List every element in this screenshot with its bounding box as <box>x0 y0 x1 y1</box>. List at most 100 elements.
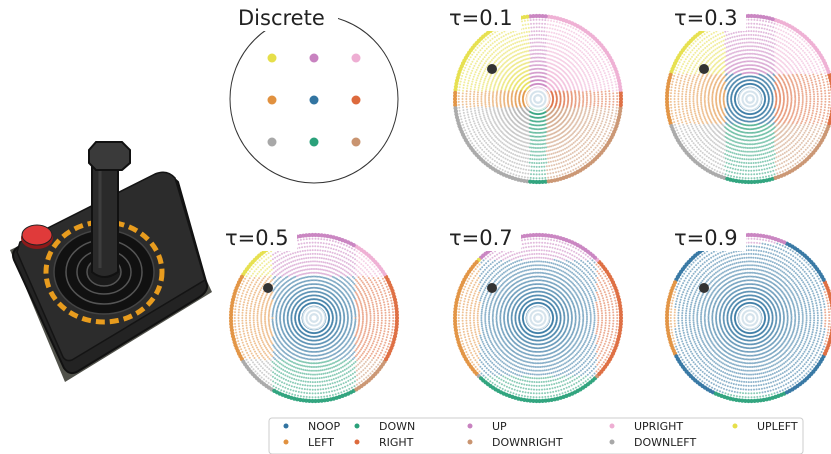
sample-point <box>506 54 509 57</box>
sample-point <box>725 34 728 37</box>
sample-point <box>533 30 536 33</box>
sample-point <box>757 49 760 52</box>
sample-point <box>566 32 569 35</box>
sample-point <box>484 94 487 97</box>
sample-point <box>545 49 548 52</box>
sample-point <box>581 132 584 135</box>
sample-point <box>750 37 753 40</box>
sample-point <box>519 56 522 59</box>
sample-point <box>480 102 483 105</box>
sample-point <box>527 169 530 172</box>
sample-point <box>485 111 488 114</box>
sample-point <box>604 95 607 98</box>
sample-point <box>472 58 475 61</box>
sample-point <box>827 86 830 89</box>
sample-point <box>498 158 501 161</box>
sample-point <box>783 44 786 47</box>
sample-point <box>536 45 538 48</box>
sample-point <box>465 122 468 125</box>
sample-point <box>612 98 615 100</box>
sample-point <box>491 142 494 145</box>
sample-point <box>811 83 814 86</box>
sample-point <box>532 18 535 21</box>
sample-point <box>535 173 538 176</box>
sample-point <box>499 66 502 69</box>
sample-point <box>583 73 586 76</box>
sample-point <box>466 125 469 128</box>
sample-point <box>590 79 593 82</box>
sample-point <box>522 47 525 50</box>
sample-point <box>533 162 536 164</box>
sample-point <box>464 120 467 122</box>
sample-point <box>578 59 581 62</box>
sample-point <box>604 90 607 93</box>
sample-point <box>735 50 738 53</box>
sample-point <box>596 109 599 112</box>
sample-point <box>595 55 597 58</box>
sample-point <box>520 156 523 159</box>
sample-point <box>585 92 588 95</box>
sample-point <box>482 155 485 158</box>
sample-point <box>483 45 486 48</box>
sample-point <box>768 29 771 32</box>
sample-point <box>484 98 487 100</box>
sample-point <box>524 35 527 38</box>
sample-point <box>575 149 578 152</box>
sample-point <box>496 48 499 51</box>
sample-point <box>775 44 778 46</box>
sample-point <box>493 140 496 143</box>
sample-point <box>510 52 512 55</box>
sample-point <box>499 167 502 170</box>
sample-point <box>827 89 830 92</box>
sample-point <box>595 113 598 116</box>
sample-point <box>539 143 542 146</box>
sample-point <box>554 28 557 31</box>
sample-point <box>603 112 606 115</box>
sample-point <box>770 21 773 24</box>
sample-point <box>533 34 536 36</box>
sample-point <box>810 79 813 82</box>
sample-point <box>526 34 529 37</box>
sample-point <box>794 64 797 67</box>
sample-point <box>599 133 602 136</box>
sample-point <box>488 107 491 109</box>
sample-point <box>785 31 788 34</box>
sample-point <box>589 157 592 160</box>
sample-point <box>541 18 544 21</box>
sample-point <box>476 77 479 80</box>
sample-point <box>806 62 809 65</box>
sample-point <box>489 87 492 90</box>
sample-point <box>482 83 485 86</box>
sample-point <box>790 39 793 42</box>
sample-point <box>573 150 576 153</box>
sample-point <box>547 161 550 164</box>
sample-point <box>559 166 562 169</box>
sample-point <box>562 144 565 147</box>
sample-point <box>578 94 581 97</box>
sample-point <box>544 173 546 176</box>
sample-point <box>593 76 596 79</box>
sample-point <box>476 60 479 63</box>
sample-point <box>538 169 541 172</box>
sample-point <box>519 36 522 39</box>
sample-point <box>486 124 489 127</box>
sample-point <box>577 88 580 91</box>
sample-point <box>481 89 483 92</box>
sample-point <box>590 56 593 59</box>
sample-point <box>484 118 487 121</box>
sample-point <box>545 34 548 37</box>
sample-point <box>593 93 596 96</box>
sample-point <box>524 54 527 57</box>
sample-point <box>826 80 829 83</box>
sample-point <box>577 34 580 37</box>
sample-point <box>775 39 778 42</box>
sample-point <box>504 51 507 54</box>
sample-point <box>762 43 765 45</box>
sample-point <box>538 150 540 153</box>
sample-point <box>470 112 473 115</box>
sample-point <box>604 98 607 100</box>
sample-point <box>517 146 519 149</box>
sample-point <box>459 112 462 115</box>
sample-point <box>530 169 533 172</box>
sample-point <box>600 131 603 134</box>
